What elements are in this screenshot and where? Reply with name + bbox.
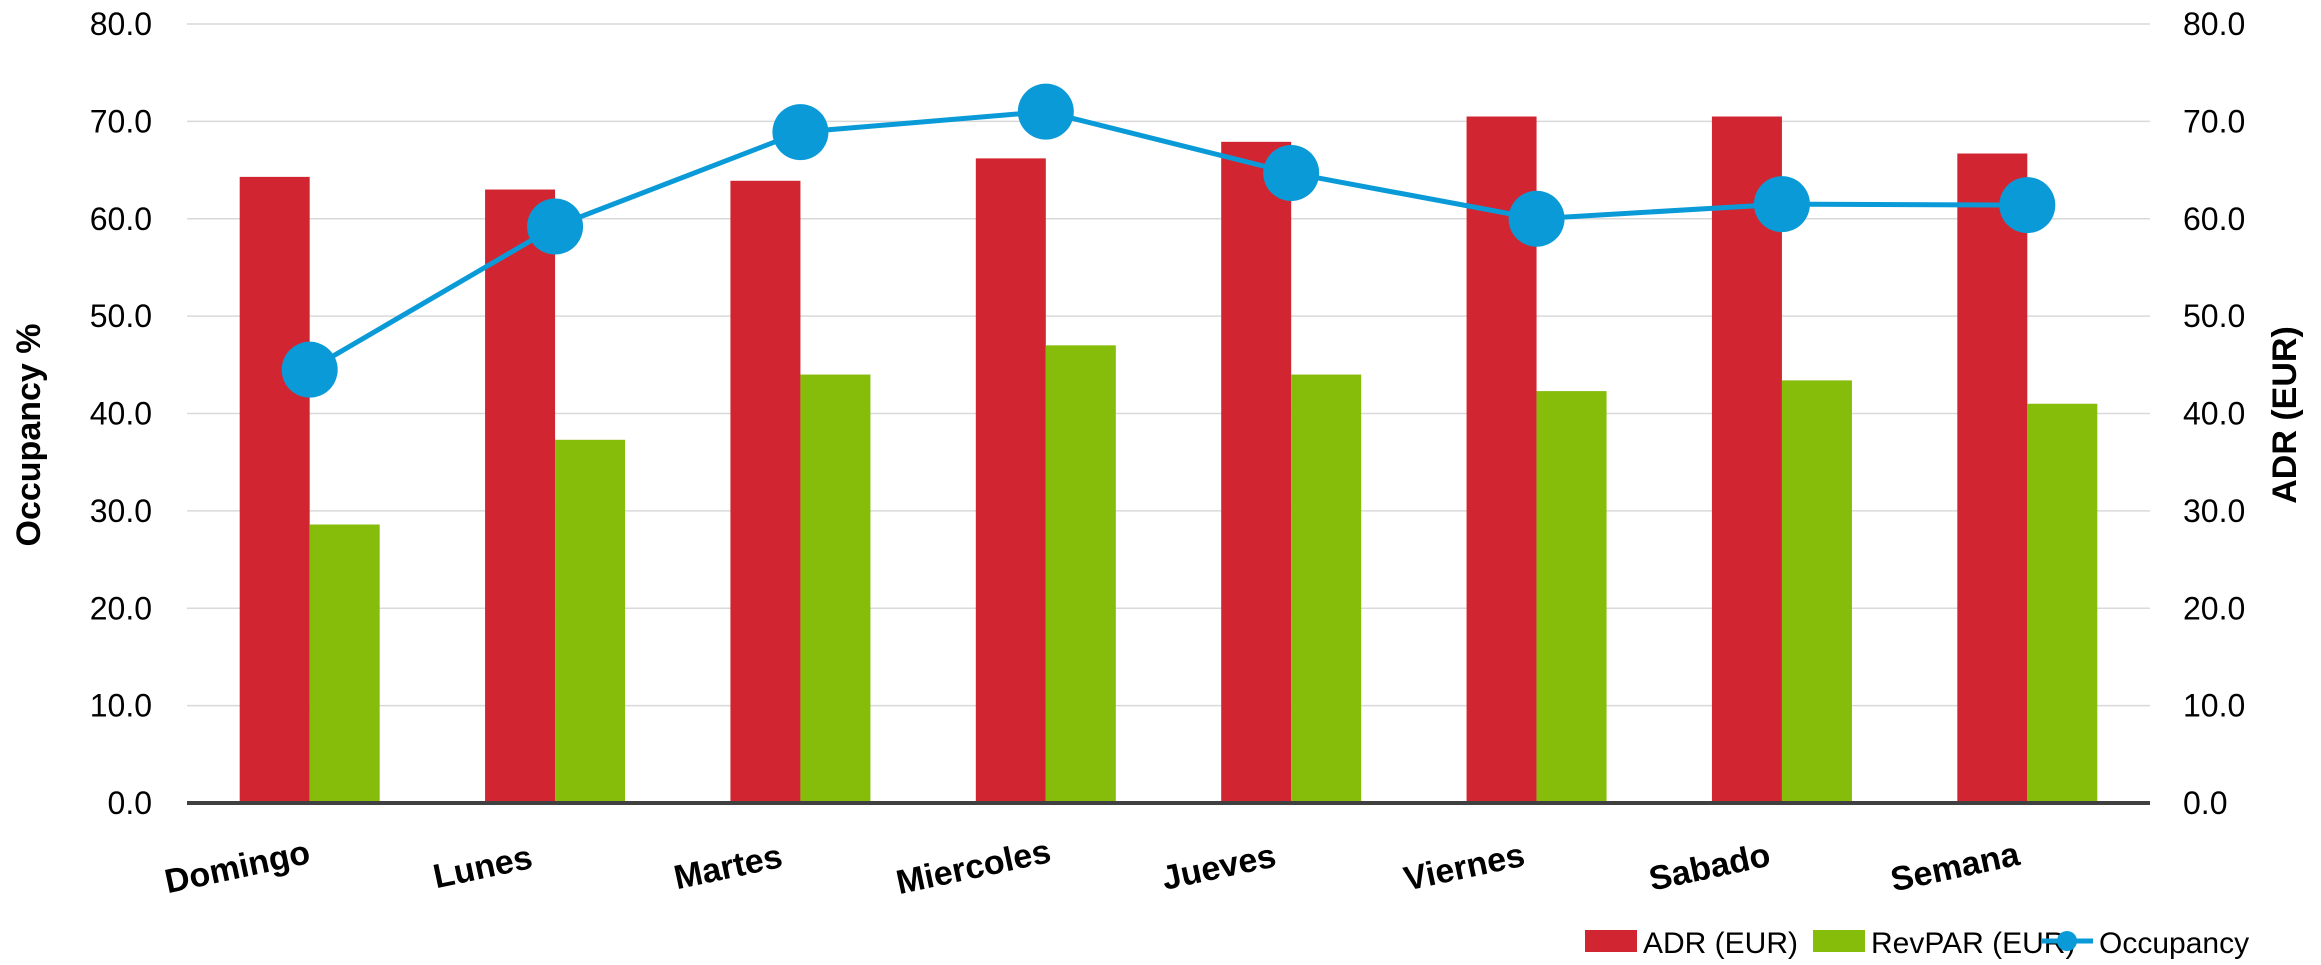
y-tick-label-left: 70.0: [90, 103, 152, 139]
legend-swatch: [1585, 930, 1637, 952]
y-tick-label-right: 60.0: [2183, 201, 2245, 237]
x-tick-label: Miercoles: [893, 832, 1054, 902]
occupancy-point: [1999, 177, 2056, 234]
y-tick-label-left: 60.0: [90, 201, 152, 237]
x-tick-label: Sabado: [1646, 836, 1774, 899]
y-tick-label-left: 40.0: [90, 396, 152, 432]
bar-revpar: [2027, 403, 2098, 803]
x-tick-label: Martes: [671, 837, 786, 897]
bar-adr: [1957, 153, 2028, 804]
occupancy-point: [1508, 190, 1565, 247]
bar-revpar: [555, 439, 626, 803]
bar-revpar: [1045, 345, 1116, 803]
legend-swatch: [1813, 930, 1865, 952]
y-tick-label-right: 70.0: [2183, 103, 2245, 139]
bar-adr: [485, 189, 556, 804]
y-tick-label-left: 0.0: [108, 785, 152, 821]
y-tick-label-left: 80.0: [90, 6, 152, 42]
occupancy-point: [1017, 83, 1074, 140]
x-tick-label: Semana: [1887, 835, 2024, 900]
bar-adr: [730, 180, 801, 803]
bar-adr: [1221, 141, 1292, 804]
y-tick-label-left: 50.0: [90, 298, 152, 334]
bar-adr: [239, 176, 310, 803]
y-tick-label-right: 0.0: [2183, 785, 2227, 821]
legend: ADR (EUR) RevPAR (EUR) Occupancy: [1585, 927, 2249, 960]
bar-revpar: [309, 524, 380, 803]
y-tick-label-left: 30.0: [90, 493, 152, 529]
y-tick-label-right: 50.0: [2183, 298, 2245, 334]
y-axis-title-right: ADR (EUR): [2266, 326, 2304, 504]
occupancy-line: [281, 83, 2056, 398]
bars: [239, 116, 2098, 804]
occupancy-point: [1263, 144, 1320, 201]
x-tick-label: Domingo: [161, 833, 313, 901]
legend-label: Occupancy: [2099, 927, 2249, 960]
y-tick-label-right: 80.0: [2183, 6, 2245, 42]
bar-revpar: [1291, 374, 1362, 803]
occupancy-series-line: [308, 109, 2028, 372]
y-tick-label-right: 40.0: [2183, 396, 2245, 432]
bar-adr: [1711, 116, 1782, 804]
y-axis-title-left: Occupancy %: [10, 324, 48, 547]
x-tick-label: Viernes: [1401, 836, 1528, 899]
x-tick-label: Jueves: [1159, 837, 1280, 898]
bar-revpar: [1781, 380, 1852, 803]
y-tick-label-left: 10.0: [90, 688, 152, 724]
y-tick-label-right: 30.0: [2183, 493, 2245, 529]
y-tick-label-left: 20.0: [90, 590, 152, 626]
occupancy-point: [281, 341, 338, 398]
legend-label: ADR (EUR): [1643, 927, 1798, 960]
x-tick-label: Lunes: [430, 838, 536, 896]
occupancy-point: [1753, 176, 1810, 233]
bar-revpar: [800, 374, 871, 803]
bar-adr: [975, 158, 1046, 803]
y-tick-label-right: 20.0: [2183, 590, 2245, 626]
occupancy-point: [527, 198, 584, 255]
y-tick-label-right: 10.0: [2183, 688, 2245, 724]
bar-revpar: [1536, 391, 1607, 803]
legend-swatch-marker: [2057, 931, 2077, 951]
gridlines: [187, 23, 2150, 707]
occupancy-point: [772, 104, 829, 161]
